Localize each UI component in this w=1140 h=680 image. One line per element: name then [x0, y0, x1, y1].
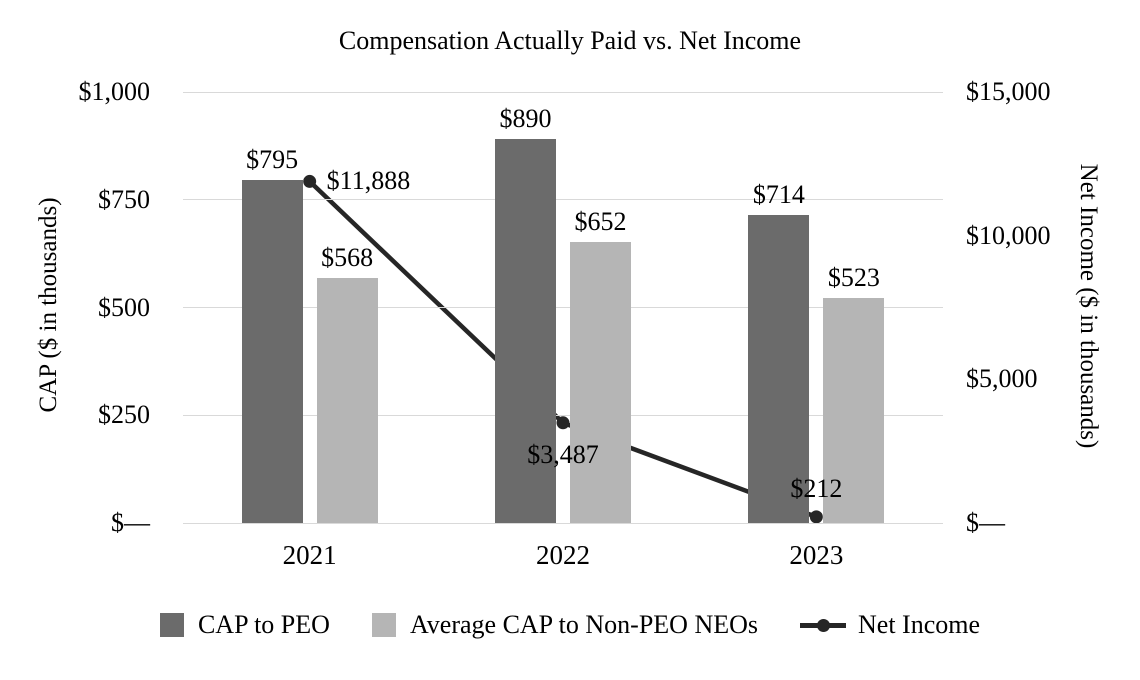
gridline [183, 414, 943, 416]
line-marker-dot [303, 174, 317, 188]
right-axis-title: Net Income ($ in thousands) [1075, 163, 1102, 449]
bar-cap-to-peo [748, 215, 810, 523]
bar-average-cap-to-non-peo-neos [316, 278, 378, 523]
gridline [183, 199, 943, 201]
line-marker-dot [809, 510, 823, 524]
bar-value-label: $714 [752, 180, 805, 210]
bar-cap-to-peo [495, 139, 556, 523]
bar-average-cap-to-non-peo-neos [823, 297, 885, 523]
legend-swatch-icon [371, 613, 396, 637]
gridline [183, 91, 943, 93]
legend-line-marker-icon [800, 613, 847, 637]
line-value-label: $212 [790, 473, 843, 503]
line-marker-dot [556, 416, 570, 430]
bar-value-label: $523 [827, 262, 880, 292]
right-axis-tick-label: $15,000 [966, 77, 1051, 106]
line-value-label: $3,487 [527, 439, 599, 469]
left-axis-tick-label: $— [111, 508, 150, 537]
legend-label: Average CAP to Non-PEO NEOs [409, 610, 759, 639]
left-axis-title: CAP ($ in thousands) [35, 197, 62, 413]
bar-value-label: $890 [499, 104, 552, 134]
gridline [183, 522, 943, 524]
right-axis-tick-label: $— [966, 508, 1005, 537]
legend-swatch-icon [159, 613, 184, 637]
category-label: 2021 [282, 540, 337, 570]
line-value-label: $11,888 [326, 166, 411, 196]
right-axis-tick-label: $5,000 [966, 364, 1038, 394]
category-label: 2022 [536, 540, 590, 570]
bar-value-label: $795 [246, 145, 299, 175]
bar-value-label: $652 [574, 206, 627, 236]
legend-line-dot [817, 619, 831, 632]
legend-label: CAP to PEO [197, 610, 330, 639]
left-axis-tick-label: $250 [98, 400, 150, 430]
left-axis-tick-label: $750 [98, 184, 150, 214]
bar-cap-to-peo [241, 180, 303, 523]
legend-item-net-income: Net Income [800, 610, 980, 640]
bar-value-label: $568 [321, 243, 374, 273]
chart-title: Compensation Actually Paid vs. Net Incom… [338, 26, 802, 55]
legend-item-cap-to-peo: CAP to PEO [159, 610, 330, 640]
legend: CAP to PEO Average CAP to Non-PEO NEOs Net… [0, 603, 1140, 647]
left-axis-tick-label: $1,000 [78, 77, 151, 106]
category-label: 2023 [789, 540, 844, 570]
bar-average-cap-to-non-peo-neos [570, 241, 631, 523]
gridline [183, 307, 943, 308]
left-axis-tick-label: $500 [98, 292, 150, 322]
legend-label: Net Income [858, 610, 981, 639]
right-axis-tick-label: $10,000 [966, 220, 1051, 250]
legend-item-average-cap-to-non-peo-neos: Average CAP to Non-PEO NEOs [371, 610, 759, 640]
